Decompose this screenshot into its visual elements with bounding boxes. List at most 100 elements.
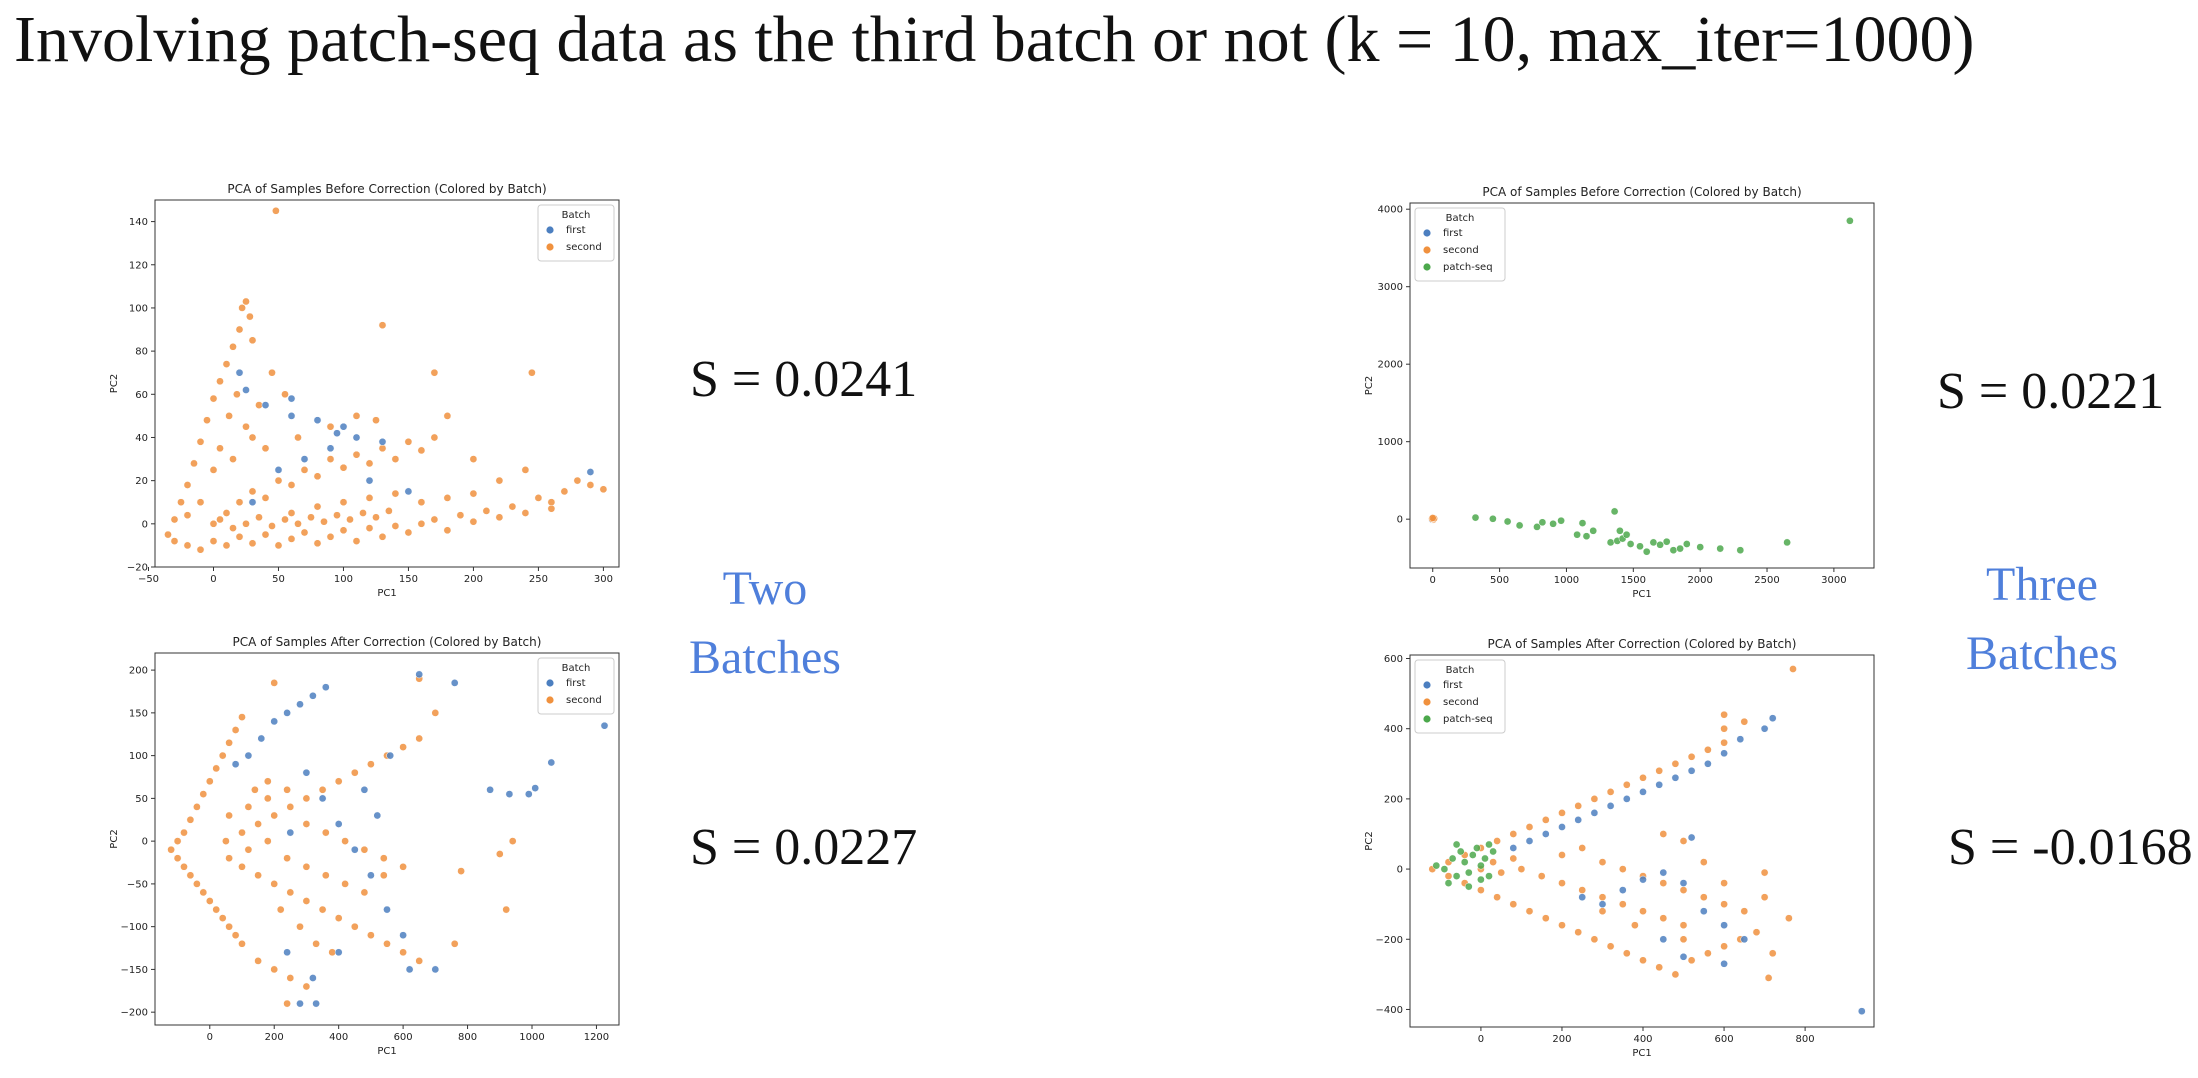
point-second [313, 502, 322, 511]
legend-title: Batch [1446, 213, 1475, 224]
point-second [225, 811, 233, 820]
point-second [1525, 907, 1534, 916]
point-second [399, 948, 407, 957]
legend-label-second: second [566, 242, 602, 253]
y-axis-label: PC2 [109, 829, 120, 848]
point-second [391, 489, 400, 498]
y-tick-label: 0 [142, 837, 148, 848]
y-tick-label: 60 [135, 390, 148, 401]
legend-box [537, 657, 615, 715]
x-tick-label: 0 [207, 1032, 213, 1043]
point-second [170, 515, 179, 524]
point-second [1720, 942, 1728, 951]
point-second [379, 854, 388, 863]
point-second [248, 487, 257, 496]
point-second [287, 481, 296, 489]
point-second [1590, 935, 1599, 944]
point-second [1598, 893, 1607, 902]
point-second [242, 422, 250, 431]
point-first [505, 790, 514, 798]
point-second [1687, 956, 1696, 965]
point-first [1687, 766, 1696, 775]
chart-three-batches-before: PCA of Samples Before Correction (Colore… [1364, 185, 1875, 600]
point-second [190, 459, 198, 468]
point-second [242, 519, 250, 528]
point-second [417, 519, 426, 528]
point-first [300, 455, 309, 463]
score-three-before: S = 0.0221 [1937, 363, 2165, 420]
legend-label-first: first [1443, 228, 1463, 239]
point-first [283, 948, 291, 957]
point-first [531, 784, 540, 792]
point-second [1606, 788, 1615, 796]
x-tick-label: 1000 [519, 1032, 544, 1043]
point-second [321, 871, 330, 880]
point-first [386, 751, 395, 760]
point-second [586, 481, 595, 489]
point-second [1537, 872, 1546, 880]
point-second [261, 444, 270, 453]
point-second [1517, 865, 1526, 873]
legend: Batch first second [537, 204, 615, 262]
legend-marker-patch-seq [1423, 263, 1431, 271]
y-tick-label: 40 [135, 433, 148, 444]
point-second [1493, 837, 1501, 845]
point-second [547, 504, 556, 513]
point-patch-seq [1448, 854, 1457, 863]
point-second [399, 862, 407, 871]
legend: Batch first second patch-seq [1414, 659, 1506, 734]
point-first [404, 487, 413, 496]
point-patch-seq [1477, 875, 1485, 884]
legend-marker-first [1423, 229, 1431, 237]
point-second [1679, 886, 1688, 894]
plot-area [1428, 216, 1854, 556]
point-first [296, 999, 304, 1008]
point-second [222, 360, 231, 368]
point-patch-seq [1622, 530, 1631, 539]
point-first [450, 679, 459, 687]
point-second [365, 459, 374, 468]
point-second [263, 777, 272, 786]
point-second [196, 498, 205, 507]
point-first [486, 785, 494, 794]
point-second [1493, 893, 1501, 902]
point-second [1558, 851, 1566, 859]
point-second [469, 517, 478, 526]
legend-marker-second [1423, 246, 1431, 254]
point-second [1606, 942, 1615, 951]
y-tick-label: 3000 [1378, 282, 1403, 293]
point-second [360, 888, 369, 897]
chart-title: PCA of Samples After Correction (Colored… [1488, 637, 1797, 651]
point-patch-seq [1783, 538, 1791, 547]
point-second [225, 412, 233, 420]
point-second [399, 743, 407, 751]
point-second [196, 437, 205, 446]
two-batches-label-line1: Two [722, 562, 808, 615]
point-first [326, 444, 335, 453]
point-second [235, 498, 244, 507]
point-second [302, 897, 311, 905]
point-second [417, 446, 426, 455]
point-second [372, 416, 380, 425]
point-second [242, 297, 250, 306]
series-patch-seq [1471, 216, 1854, 556]
point-second [270, 811, 279, 820]
point-first [261, 401, 270, 409]
point-second [313, 539, 322, 548]
point-second [186, 871, 195, 880]
point-second [1764, 974, 1773, 982]
point-second [367, 931, 375, 940]
x-tick-label: 500 [1490, 575, 1509, 586]
point-second [1497, 868, 1506, 877]
point-second [1590, 795, 1599, 803]
point-first [383, 905, 391, 914]
point-second [1489, 858, 1497, 866]
series-second [164, 206, 608, 554]
point-second [286, 888, 295, 897]
point-patch-seq [1669, 546, 1678, 555]
point-second [199, 790, 208, 798]
point-second [1558, 809, 1566, 817]
point-first [242, 386, 250, 394]
point-second [1740, 717, 1749, 726]
point-first [399, 931, 407, 940]
